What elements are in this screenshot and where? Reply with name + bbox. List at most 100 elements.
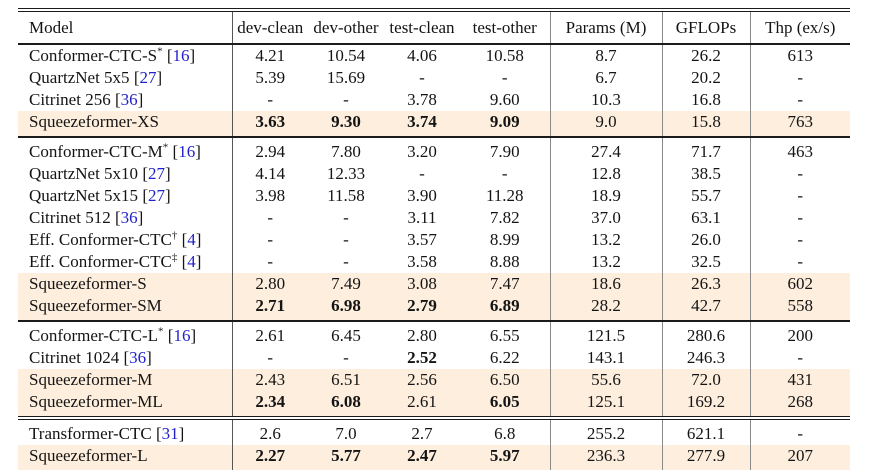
table-row: Squeezeformer-ML 2.34 6.08 2.61 6.05 125.1 169… [18, 391, 850, 418]
citation-link[interactable]: 27 [139, 68, 157, 87]
model-name: Squeezeformer-S [29, 274, 147, 293]
citation-link[interactable]: 36 [120, 208, 138, 227]
value-cell: 10.3 [550, 89, 663, 111]
citation-bracket-close: ] [195, 230, 202, 249]
value-cell: 38.5 [662, 163, 751, 185]
value-cell: 2.56 [384, 369, 460, 391]
value-cell: 3.11 [407, 208, 437, 227]
value-cell: 27.4 [550, 136, 663, 163]
value-cell: 4.14 [255, 164, 286, 183]
value-cell: 277.9 [662, 445, 751, 470]
value-cell: 9.60 [460, 89, 551, 111]
value-cell: 613 [787, 46, 814, 65]
model-name: Eff. Conformer-CTC [29, 230, 172, 249]
value-cell: 12.8 [550, 163, 663, 185]
value-cell: 5.97 [460, 445, 551, 470]
model-cell: Citrinet 512 [36] [18, 207, 233, 229]
model-cell: Squeezeformer-S [18, 273, 233, 295]
table-row: Citrinet 256 [36] - - 3.78 9.60 10.3 16.8 - [18, 89, 850, 111]
model-cell: Squeezeformer-L [18, 445, 233, 470]
citation-bracket-open: [ [114, 208, 121, 227]
value-cell: 37.0 [550, 207, 663, 229]
value-cell: - [797, 230, 804, 249]
value-cell: 7.90 [460, 136, 551, 163]
citation-link[interactable]: 16 [172, 46, 190, 65]
citation-bracket-close: ] [164, 164, 171, 183]
citation-bracket-open: [ [181, 230, 188, 249]
value-cell: - [343, 230, 349, 249]
table-row: Transformer-CTC [31] 2.6 7.0 2.7 6.8 255.2 621… [18, 416, 850, 445]
model-name: QuartzNet 5x15 [29, 186, 139, 205]
value-cell: 280.6 [662, 320, 751, 347]
model-cell: QuartzNet 5x10 [27] [18, 163, 233, 185]
table-row: Squeezeformer-L 2.27 5.77 2.47 5.97 236.3 277.… [18, 445, 850, 470]
value-cell: 10.54 [326, 46, 366, 65]
results-table-container: Model dev-clean dev-other test-clean tes… [18, 8, 888, 470]
citation-link[interactable]: 16 [173, 326, 191, 345]
table-row: Conformer-CTC-M* [16] 2.94 7.80 3.20 7.90 27.… [18, 136, 850, 163]
citation-link[interactable]: 27 [147, 164, 165, 183]
value-cell: 18.6 [550, 273, 663, 295]
value-cell: 6.45 [308, 320, 384, 347]
column-header-throughput: Thp (ex/s) [750, 8, 850, 45]
model-name: Citrinet 1024 [29, 348, 120, 367]
citation-bracket-close: ] [164, 186, 171, 205]
model-cell: Citrinet 256 [36] [18, 89, 233, 111]
citation-bracket-open: [ [181, 252, 188, 271]
model-cell: Eff. Conformer-CTC† [4] [18, 229, 233, 251]
model-name: Conformer-CTC-M [29, 142, 163, 161]
value-cell: 6.55 [460, 320, 551, 347]
model-name: Squeezeformer-L [29, 446, 148, 465]
value-cell: 3.63 [232, 111, 308, 137]
value-cell: 9.09 [460, 111, 551, 137]
value-cell: 16.8 [662, 89, 751, 111]
citation-bracket-open: [ [123, 348, 130, 367]
model-cell: Conformer-CTC-S* [16] [18, 44, 233, 67]
value-cell: 6.05 [460, 391, 551, 418]
citation-link[interactable]: 16 [178, 142, 196, 161]
value-cell: 2.7 [384, 416, 460, 445]
citation-link[interactable]: 36 [120, 90, 138, 109]
citation-bracket-close: ] [137, 90, 144, 109]
table-row: QuartzNet 5x10 [27] 4.14 12.33- -12.8 38.5- [18, 163, 850, 185]
value-cell: 26.0 [662, 229, 751, 251]
value-cell: - [343, 252, 349, 271]
value-cell: 13.2 [550, 251, 663, 273]
value-cell: - [419, 68, 425, 87]
value-cell: 5.39 [255, 68, 286, 87]
value-cell: - [267, 252, 274, 271]
value-cell: - [797, 208, 804, 227]
citation-bracket-close: ] [195, 142, 201, 161]
value-cell: - [267, 230, 274, 249]
model-name: Citrinet 256 [29, 90, 111, 109]
value-cell: 11.28 [460, 185, 551, 207]
value-cell: 125.1 [550, 391, 663, 418]
value-cell: 2.79 [384, 295, 460, 321]
value-cell: 8.7 [550, 44, 663, 67]
value-cell: - [797, 90, 804, 109]
value-cell: 763 [750, 111, 850, 137]
value-cell: 431 [750, 369, 850, 391]
model-cell: QuartzNet 5x5 [27] [18, 67, 233, 89]
citation-bracket-close: ] [178, 424, 185, 443]
table-row: Conformer-CTC-L* [16] 2.61 6.45 2.80 6.55 121… [18, 320, 850, 347]
value-cell: 4.06 [407, 46, 437, 65]
value-cell: - [343, 90, 349, 109]
citation-link[interactable]: 27 [147, 186, 165, 205]
value-cell: 6.98 [308, 295, 384, 321]
value-cell: 8.88 [460, 251, 551, 273]
value-cell: 2.80 [384, 320, 460, 347]
value-cell: 3.78 [407, 90, 437, 109]
value-cell: 7.82 [460, 207, 551, 229]
value-cell: 3.58 [407, 252, 437, 271]
value-cell: 9.0 [550, 111, 663, 137]
model-cell: QuartzNet 5x15 [27] [18, 185, 233, 207]
citation-link[interactable]: 4 [187, 252, 196, 271]
citation-link[interactable]: 4 [187, 230, 196, 249]
citation-link[interactable]: 36 [129, 348, 147, 367]
table-row: Squeezeformer-XS 3.63 9.30 3.74 9.09 9.0 15.8 7… [18, 111, 850, 137]
value-cell: - [267, 90, 274, 109]
citation-bracket-close: ] [190, 326, 197, 345]
value-cell: - [797, 186, 804, 205]
citation-link[interactable]: 31 [161, 424, 179, 443]
